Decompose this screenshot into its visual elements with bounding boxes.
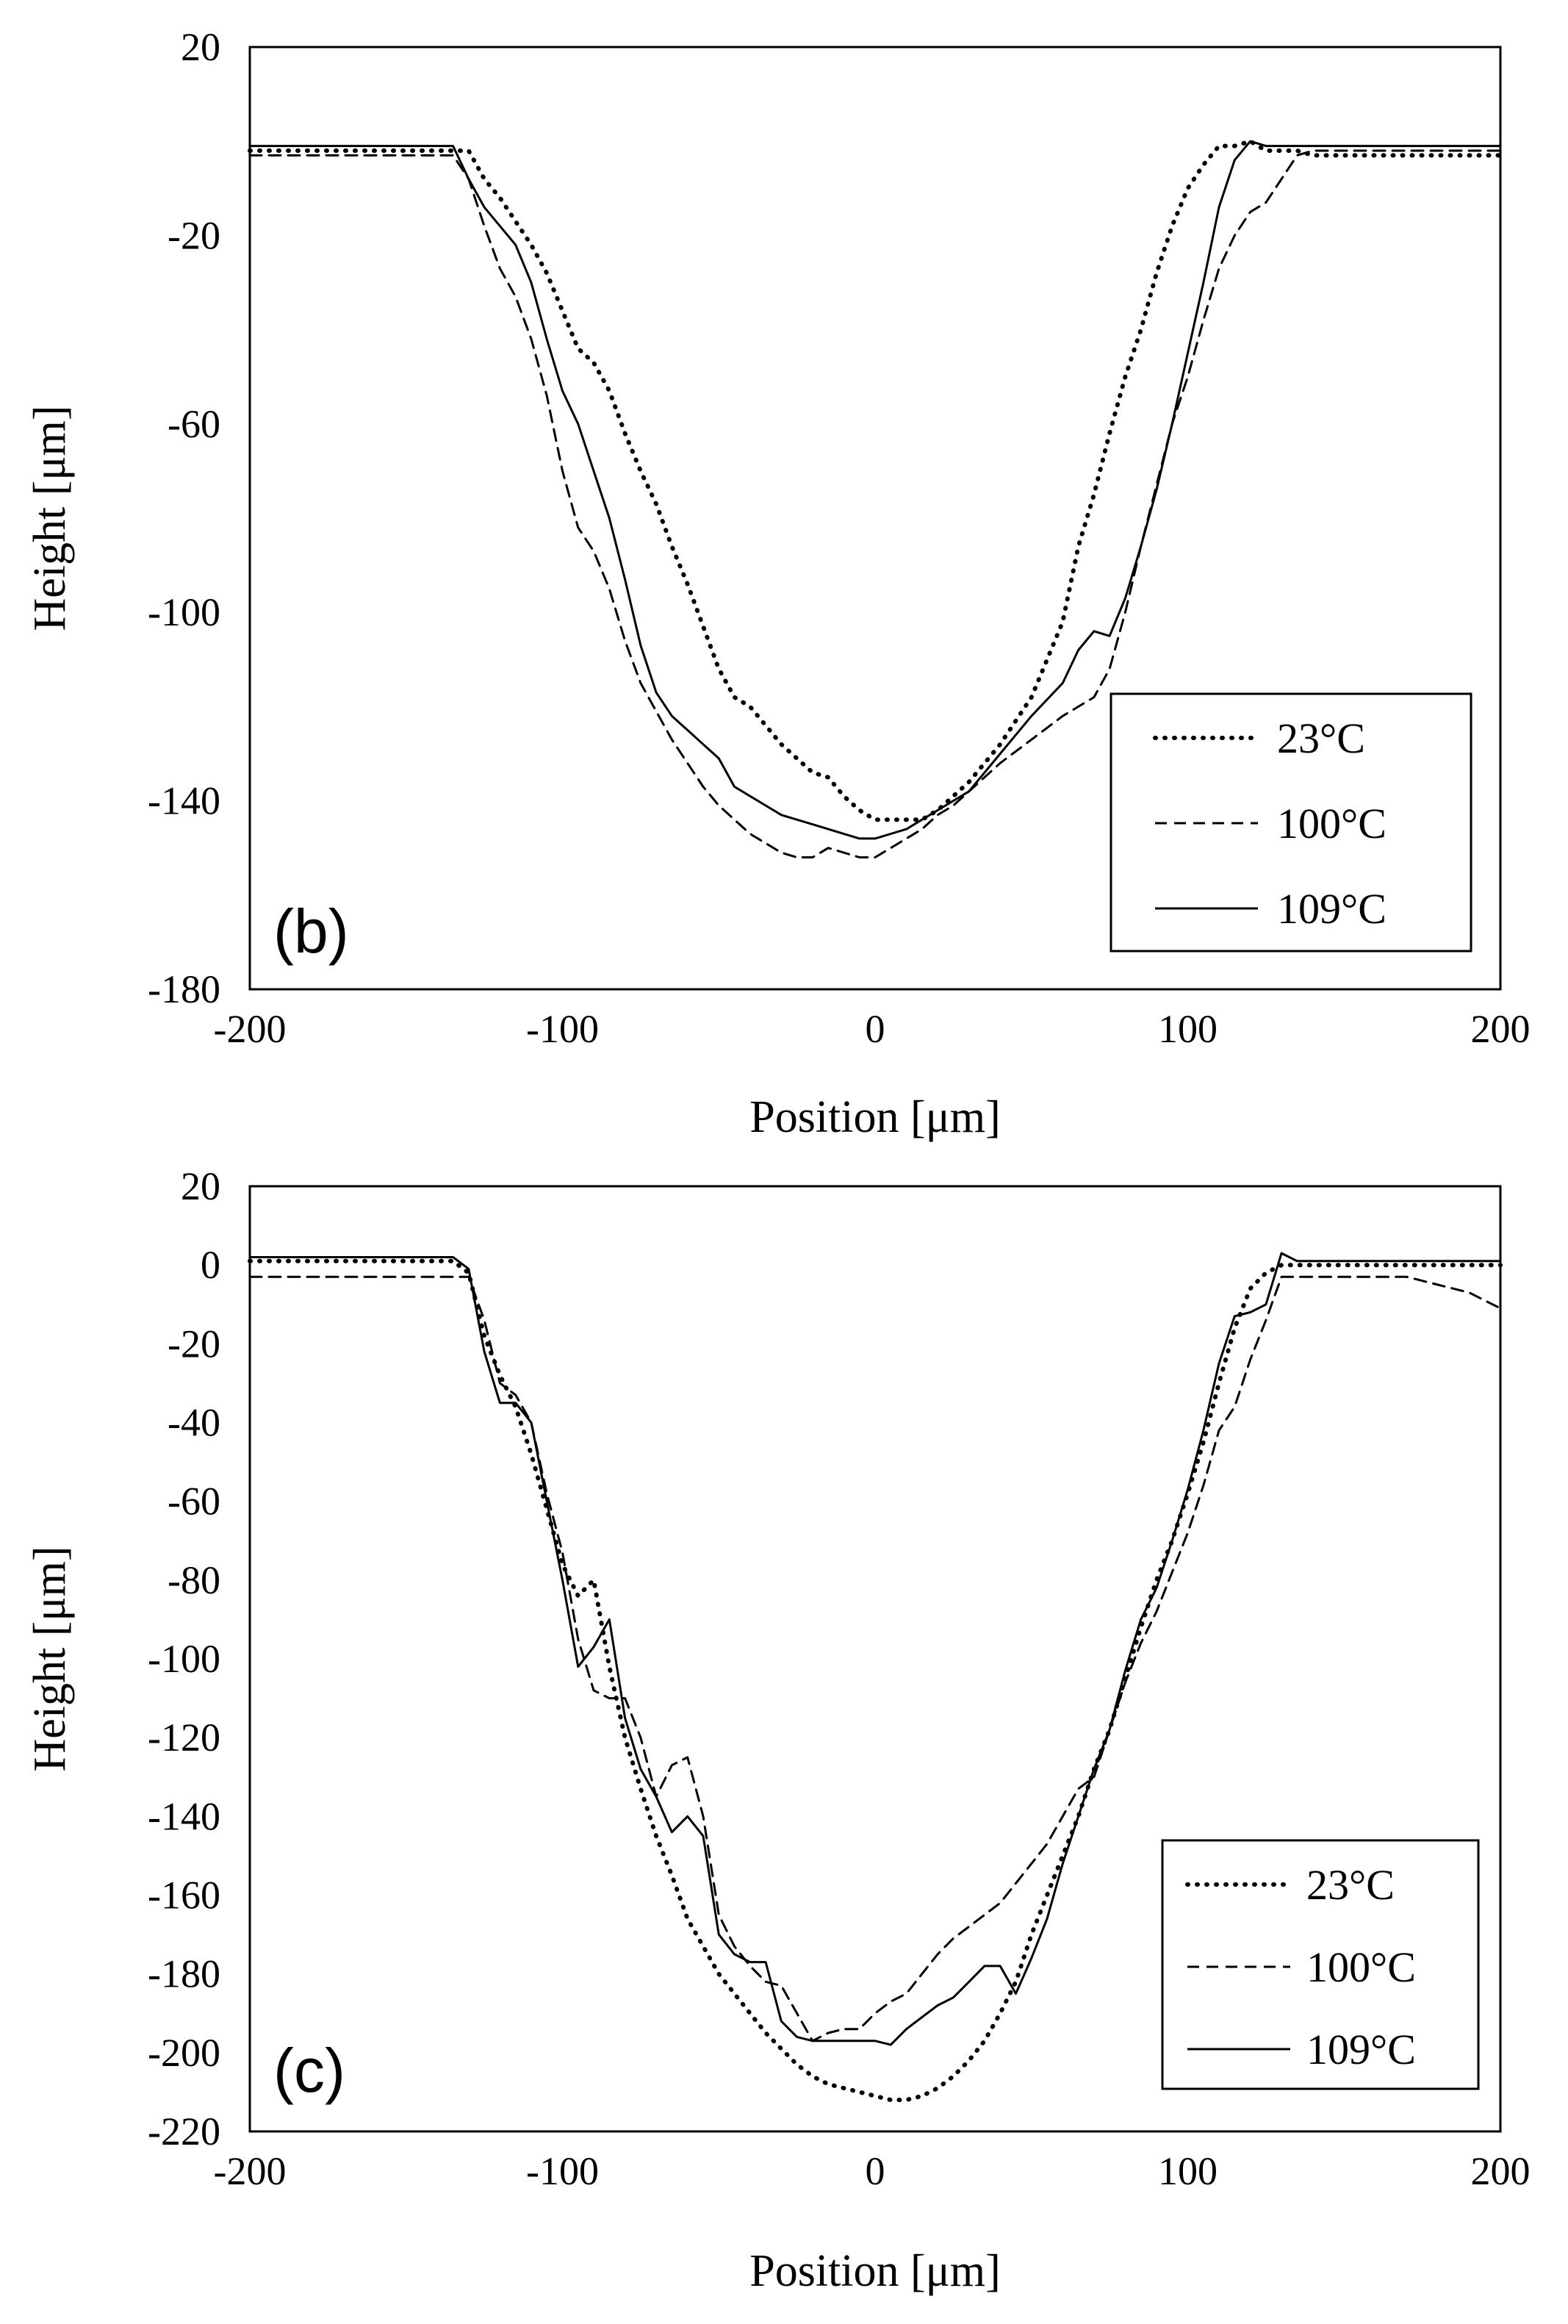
legend-label-109c-b: 109°C [1277,885,1387,933]
y-tick-label-b-m140: -140 [148,779,220,823]
y-tick-label-c-m60: -60 [168,1480,220,1524]
y-tick-label-c-m140: -140 [148,1794,220,1838]
x-tick-label-b-m100: -100 [526,1007,599,1051]
x-tick-label-c-m100: -100 [526,2149,599,2193]
y-tick-label-c-m100: -100 [148,1637,220,1681]
x-axis-label-b: Position [μm] [749,1092,1001,1142]
y-tick-label-c-m20: -20 [168,1321,220,1366]
y-tick-labels-b: 20 -20 -60 -100 -140 -180 [148,25,220,1011]
panel-label-c: (c) [273,2036,345,2105]
x-tick-label-c-100: 100 [1158,2149,1218,2193]
legend-c: 23°C 100°C 109°C [1161,1839,1480,2090]
y-tick-label-c-m40: -40 [168,1401,220,1445]
legend-label-100c-c: 100°C [1306,1943,1416,1991]
x-tick-label-c-0: 0 [866,2149,885,2193]
legend-label-23c-c: 23°C [1306,1861,1395,1909]
series-line-23c-b [248,139,1503,822]
y-tick-label-c-m120: -120 [148,1715,220,1760]
legend-label-100c-b: 100°C [1277,800,1387,847]
legend-box-b [1110,692,1472,953]
y-tick-label-b-m100: -100 [148,590,220,634]
x-tick-label-c-m200: -200 [214,2149,287,2193]
series-lines-b [248,139,1503,858]
y-tick-labels-c: 20 0 -20 -40 -60 -80 -100 -120 -140 -160 -180 -200 -… [148,1164,220,2153]
series-line-100c-b [248,149,1502,858]
x-tick-label-c-200: 200 [1471,2149,1531,2193]
plot-area-frame-c [248,1185,1502,2133]
legend-label-23c-b: 23°C [1277,714,1365,762]
x-tick-labels-c: -200 -100 0 100 200 [214,2149,1531,2193]
y-tick-label-c-m160: -160 [148,1873,220,1918]
y-tick-label-c-m180: -180 [148,1952,220,1996]
plot-area-frame-b [248,46,1502,991]
panel-label-b: (b) [273,897,349,966]
y-axis-label-c: Height [μm] [25,1546,75,1771]
y-tick-label-b-20: 20 [181,25,220,69]
chart-panel-c: 200-20-40-60-80-100-120-140-160-180-200-… [25,1164,1531,2296]
y-tick-label-b-m60: -60 [168,402,220,446]
y-tick-label-c-0: 0 [201,1243,220,1287]
x-tick-label-b-0: 0 [866,1007,885,1051]
x-tick-label-b-200: 200 [1471,1007,1531,1051]
series-line-100c-c [248,1275,1502,2043]
y-tick-label-b-m180: -180 [148,967,220,1011]
x-axis-label-c: Position [μm] [749,2246,1001,2296]
y-tick-label-c-m200: -200 [148,2031,220,2075]
series-line-109c-b [248,140,1502,840]
series-line-23c-c [248,1258,1503,2103]
y-axis-label-b: Height [μm] [25,405,75,631]
y-tick-label-c-m80: -80 [168,1558,220,1602]
x-tick-labels-b: -200 -100 0 100 200 [214,1007,1531,1051]
legend-box-c [1161,1839,1480,2090]
y-tick-label-c-m220: -220 [148,2109,220,2153]
x-tick-label-b-100: 100 [1158,1007,1218,1051]
x-tick-label-b-m200: -200 [214,1007,287,1051]
chart-panel-b: 20 -20 -60 -100 -140 -180 -200 -100 0 100 200 Pos… [25,25,1531,1142]
legend-label-109c-c: 109°C [1306,2026,1416,2073]
series-lines-c [248,1252,1503,2103]
series-line-109c-c [248,1252,1502,2046]
y-tick-label-b-m20: -20 [168,213,220,257]
legend-b: 23°C 100°C 109°C [1110,692,1472,953]
y-tick-label-c-20: 20 [181,1164,220,1208]
